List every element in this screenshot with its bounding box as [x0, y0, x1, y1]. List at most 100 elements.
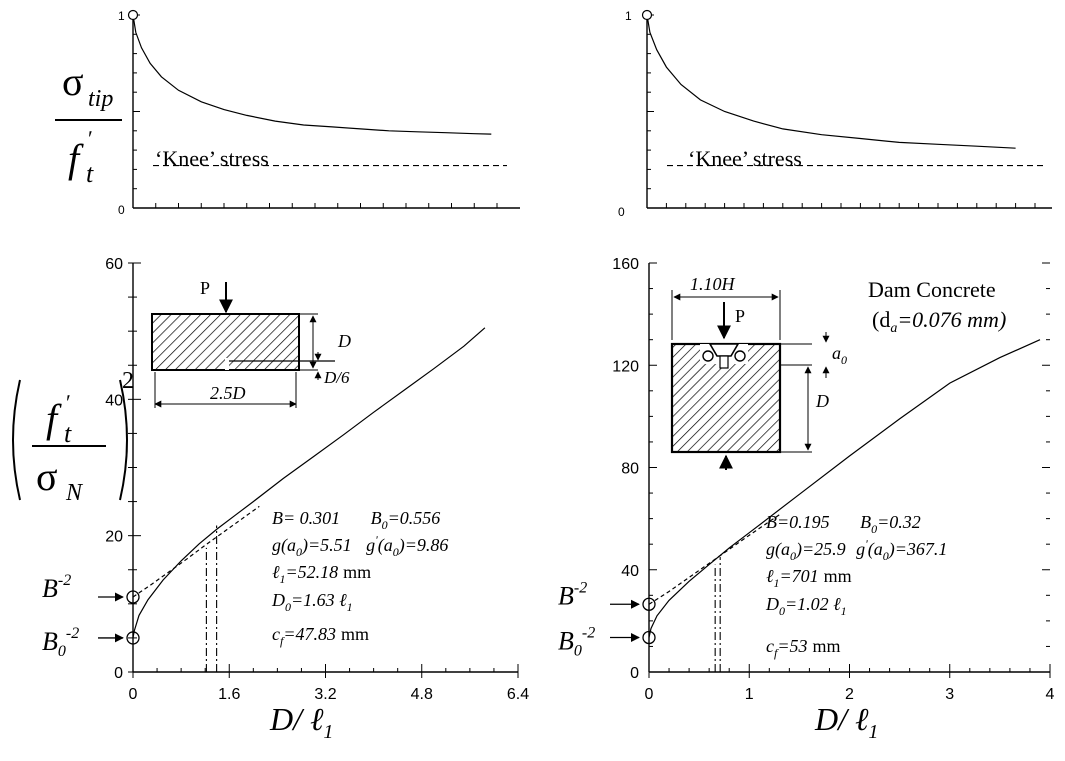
- label-B0-2: B0-2: [42, 625, 79, 660]
- bl-xlabel-text: D/ ℓ1: [269, 701, 333, 743]
- bl-ann-row2: g(a0)=5.51 gʹ(a0)=9.86: [272, 533, 448, 559]
- bl-ann-row5: cf=47.83 mm: [272, 624, 369, 648]
- inset-D6: D/6: [323, 368, 350, 387]
- top-right-panel: 1 0 ‘Knee’ stress: [618, 9, 1052, 219]
- y-tick-label: 120: [612, 358, 639, 375]
- y-tick-label: 20: [105, 529, 123, 546]
- br-ann-row4: D0=1.02 ℓ1: [765, 594, 847, 618]
- bl-markers: B-2 B0-2: [42, 572, 140, 660]
- marker-B: [642, 597, 656, 611]
- bl-ann-row3: ℓ1=52.18 mm: [272, 562, 371, 586]
- y-tick-label: 80: [621, 461, 639, 478]
- inset-span: 2.5D: [210, 383, 246, 403]
- tr-tip-stress-curve: [646, 14, 1016, 149]
- br-markers: B-2 B0-2: [558, 579, 656, 659]
- y-tick-label: 60: [105, 256, 123, 273]
- y-tick-label: 0: [630, 665, 639, 682]
- br-dashed-curve: [648, 514, 780, 605]
- x-tick-label: 0: [129, 686, 138, 703]
- tl-knee-label: ‘Knee’ stress: [155, 146, 269, 171]
- dam-concrete-title: Dam Concrete: [868, 277, 996, 302]
- br-x-label: D/ ℓ1: [814, 701, 878, 743]
- br-ann-row3: ℓ1=701 mm: [766, 566, 852, 590]
- br-xlabel-text: D/ ℓ1: [814, 701, 878, 743]
- marker-B0: [642, 630, 656, 645]
- label-B0-2: B0-2: [558, 624, 595, 659]
- beam-notch: [225, 358, 229, 370]
- tl-tip-stress-curve: [132, 14, 492, 135]
- br-solid-curve: [648, 339, 1041, 638]
- bl-ticks: [128, 262, 519, 678]
- label-B-2: B-2: [42, 572, 71, 603]
- y-label-prime: ʹ: [88, 126, 93, 151]
- tl-ytick-1: 1: [118, 9, 125, 23]
- x-tick-label: 1: [745, 686, 754, 703]
- tl-y-minor-ticks: [133, 14, 140, 209]
- bl-solid-curve: [132, 327, 486, 639]
- y-tick-label: 160: [612, 256, 639, 273]
- marker-B: [126, 590, 140, 604]
- inset-right-P: P: [735, 306, 745, 326]
- br-vertical-lines: [714, 556, 721, 672]
- x-tick-label: 1.6: [218, 686, 240, 703]
- top-left-panel: 1 0 ‘Knee’ stress σ tip f t ʹ: [55, 9, 520, 217]
- wedge: [708, 343, 740, 357]
- notch: [719, 355, 729, 369]
- inset-P: P: [200, 278, 210, 298]
- tr-ytick-0: 0: [618, 205, 625, 219]
- br-ann-row5: cf=53 mm: [766, 636, 841, 660]
- tr-ytick-1: 1: [625, 9, 632, 23]
- br-ann-row1: B=0.195 B0=0.32: [766, 512, 921, 536]
- x-tick-label: 2: [845, 686, 854, 703]
- svg-text:ʹ: ʹ: [66, 390, 71, 415]
- y-label-tip-sub: tip: [88, 86, 113, 112]
- tr-start-marker: [641, 9, 653, 21]
- y-tick-label: 40: [105, 392, 123, 409]
- x-tick-label: 3: [945, 686, 954, 703]
- bl-dashed-curve: [132, 505, 260, 598]
- bl-ann-row1: B= 0.301 B0=0.556: [272, 508, 440, 532]
- y-label-sigma: σ: [62, 59, 84, 104]
- br-inset-specimen: P 1.10H a0 D: [670, 274, 847, 470]
- tr-y-minor-ticks: [647, 14, 654, 209]
- bl-ylabel-N: N: [65, 480, 84, 506]
- inset-D: D: [337, 331, 351, 351]
- marker-B0: [126, 631, 140, 645]
- x-tick-label: 0: [645, 686, 654, 703]
- bl-ylabel-sigma: σ: [36, 454, 58, 499]
- bl-ylabel-t: t: [64, 419, 72, 448]
- y-tick-label: 0: [114, 665, 123, 682]
- bl-inset-beam: P D D/6 2.5D: [151, 278, 351, 408]
- bl-vertical-lines: [205, 525, 218, 672]
- x-tick-label: 6.4: [507, 686, 529, 703]
- x-tick-label: 4.8: [411, 686, 433, 703]
- bl-annotations: B= 0.301 B0=0.556 g(a0)=5.51 gʹ(a0)=9.86…: [271, 508, 448, 648]
- x-tick-label: 3.2: [314, 686, 336, 703]
- bl-ann-row4: D0=1.63 ℓ1: [271, 590, 353, 614]
- dam-concrete-da: (da=0.076 mm): [872, 307, 1006, 336]
- x-tick-label: 4: [1046, 686, 1055, 703]
- bottom-left-panel: 0 1.6 3.2 4.8 6.4 0 20 40 60 B-2 B0-2 P D D/6 2.5…: [12, 256, 529, 743]
- label-B-2: B-2: [558, 579, 587, 610]
- svg-text:2: 2: [122, 368, 134, 394]
- inset-right-a0: a0: [832, 343, 847, 367]
- bl-y-label: f t ʹ σ N 2: [12, 368, 134, 506]
- tl-start-marker: [127, 9, 139, 21]
- tr-x-minor-ticks: [646, 203, 1036, 208]
- inset-right-width: 1.10H: [690, 274, 736, 294]
- br-ann-row2: g(a0)=25.9 gʹ(a0)=367.1: [766, 537, 947, 563]
- y-label-t-sub: t: [86, 159, 94, 188]
- y-tick-label: 40: [621, 563, 639, 580]
- tl-ytick-0: 0: [118, 203, 125, 217]
- bl-tick-labels: 0 1.6 3.2 4.8 6.4 0 20 40 60: [105, 256, 529, 703]
- tr-knee-label: ‘Knee’ stress: [688, 146, 802, 171]
- tl-y-label: σ tip f t ʹ: [55, 59, 122, 188]
- tl-x-minor-ticks: [132, 203, 498, 208]
- br-annotations: B=0.195 B0=0.32 g(a0)=25.9 gʹ(a0)=367.1 …: [765, 512, 947, 660]
- bl-x-label: D/ ℓ1: [269, 701, 333, 743]
- br-ticks: [648, 262, 1051, 678]
- bl-ylabel-f: f: [46, 396, 62, 441]
